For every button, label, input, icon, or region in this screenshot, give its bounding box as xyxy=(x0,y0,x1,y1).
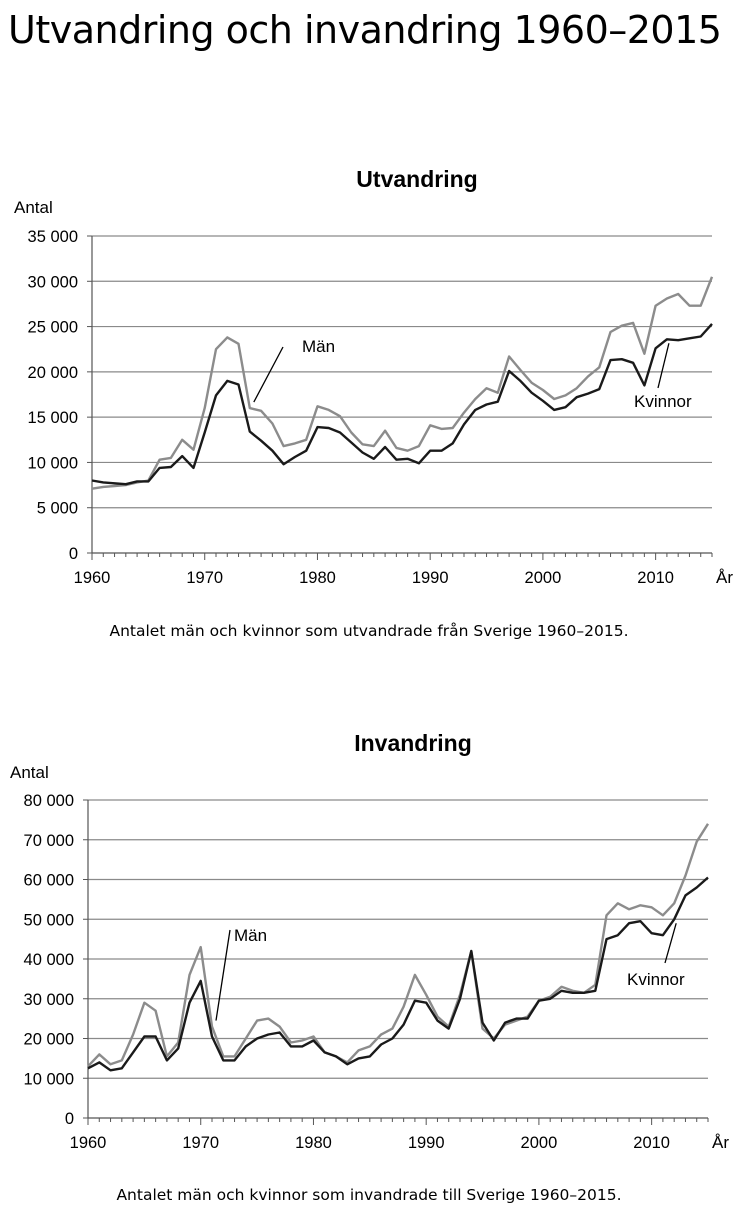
y-tick-label: 20 000 xyxy=(28,364,78,382)
y-tick-label: 10 000 xyxy=(24,1070,74,1088)
x-tick-label: 1970 xyxy=(182,1134,219,1152)
series-line-women xyxy=(91,323,713,486)
y-tick-label: 25 000 xyxy=(28,319,78,337)
x-tick-label: 1960 xyxy=(70,1134,107,1152)
emigration-caption: Antalet män och kvinnor som utvandrade f… xyxy=(109,622,629,640)
y-tick-label: 20 000 xyxy=(24,1031,74,1049)
x-tick-label: 2000 xyxy=(521,1134,558,1152)
series-line-men xyxy=(87,823,710,1068)
x-axis-label: År xyxy=(712,1133,729,1152)
y-tick-label: 15 000 xyxy=(28,409,78,427)
y-tick-label: 60 000 xyxy=(24,872,74,890)
men-label-leader xyxy=(215,929,231,1021)
x-tick-label: 1990 xyxy=(408,1134,445,1152)
chart-title: Utvandring xyxy=(356,166,477,192)
y-tick-label: 30 000 xyxy=(28,273,78,291)
x-tick-label: 2000 xyxy=(525,569,562,587)
x-tick-label: 1970 xyxy=(186,569,223,587)
y-tick-label: 40 000 xyxy=(24,951,74,969)
y-tick-label: 80 000 xyxy=(24,792,74,810)
emigration-chart: Utvandring Antal År 0 5 000 10 000 15 000 20 00… xyxy=(14,166,733,587)
y-tick-label: 10 000 xyxy=(28,454,78,472)
y-tick-label: 50 000 xyxy=(24,911,74,929)
chart-title: Invandring xyxy=(354,730,472,756)
x-tick-label: 2010 xyxy=(633,1134,670,1152)
y-axis-label: Antal xyxy=(10,763,49,782)
immigration-chart: Invandring Antal År 0 10 000 20 000 30 000 40 0… xyxy=(10,730,729,1152)
immigration-caption: Antalet män och kvinnor som invandrade t… xyxy=(116,1186,622,1204)
men-series-label: Män xyxy=(302,337,335,356)
x-tick-label: 2010 xyxy=(637,569,674,587)
men-series-label: Män xyxy=(234,926,267,945)
x-tick-label: 1980 xyxy=(299,569,336,587)
y-tick-label: 30 000 xyxy=(24,991,74,1009)
page-title: Utvandring och invandring 1960–2015 xyxy=(8,8,722,52)
x-axis-label: År xyxy=(716,568,733,587)
y-tick-label: 70 000 xyxy=(24,832,74,850)
women-series-label: Kvinnor xyxy=(634,392,692,411)
y-axis-label: Antal xyxy=(14,198,53,217)
series-line-men xyxy=(91,276,714,490)
y-tick-label: 0 xyxy=(65,1110,74,1128)
women-label-leader xyxy=(664,923,677,964)
series-line-women xyxy=(87,876,709,1072)
x-tick-label: 1980 xyxy=(295,1134,332,1152)
y-tick-label: 35 000 xyxy=(28,228,78,246)
x-tick-label: 1960 xyxy=(74,569,111,587)
men-label-leader xyxy=(253,346,284,403)
women-label-leader xyxy=(657,343,670,389)
y-tick-label: 0 xyxy=(69,545,78,563)
y-tick-label: 5 000 xyxy=(37,500,78,518)
women-series-label: Kvinnor xyxy=(627,970,685,989)
x-tick-label: 1990 xyxy=(412,569,449,587)
